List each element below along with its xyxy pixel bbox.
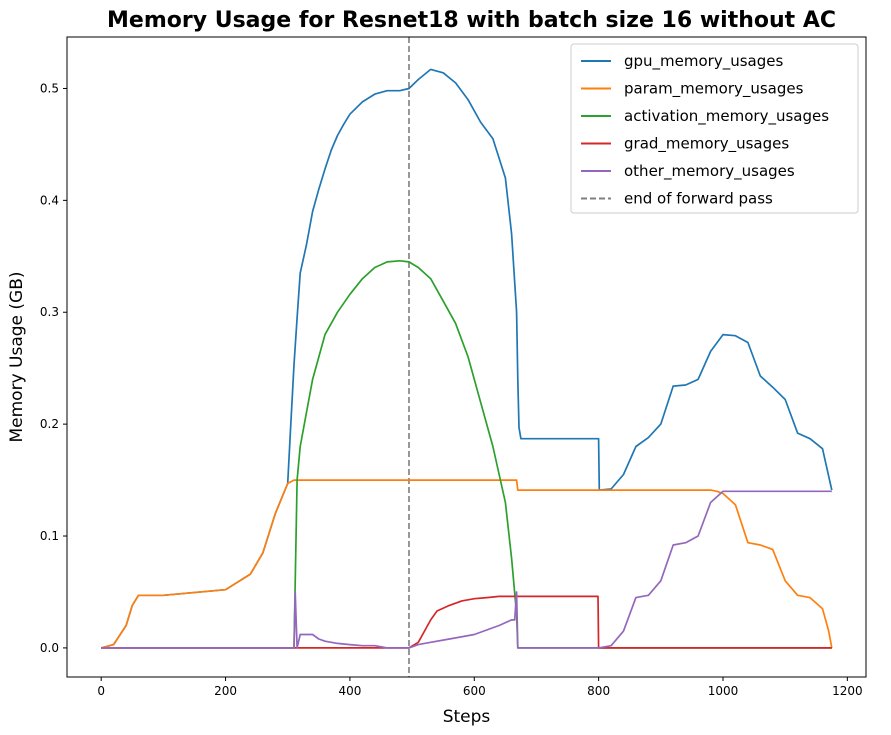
legend-label: activation_memory_usages	[624, 107, 829, 126]
x-tick-label: 800	[587, 684, 610, 698]
legend-label: gpu_memory_usages	[624, 52, 783, 71]
y-tick-label: 0.3	[40, 305, 59, 319]
legend-label: other_memory_usages	[624, 162, 795, 181]
legend-label: grad_memory_usages	[624, 135, 789, 154]
x-axis-label: Steps	[443, 707, 491, 727]
x-tick-label: 600	[463, 684, 486, 698]
y-tick-label: 0.0	[40, 641, 59, 655]
x-tick-label: 400	[338, 684, 361, 698]
series-line-grad_memory_usages	[101, 595, 832, 649]
legend-box	[570, 43, 859, 214]
series-line-gpu_memory_usages	[100, 68, 833, 649]
x-tick-label: 0	[97, 684, 105, 698]
chart-title: Memory Usage for Resnet18 with batch siz…	[107, 8, 836, 33]
x-tick-label: 200	[214, 684, 237, 698]
y-tick-label: 0.2	[40, 417, 59, 431]
x-tick-label: 1000	[708, 684, 739, 698]
legend: gpu_memory_usages param_memory_usagesacti…	[570, 43, 859, 214]
plot-area	[100, 37, 833, 677]
y-tick-label: 0.1	[40, 529, 59, 543]
x-tick-label: 1200	[832, 684, 863, 698]
axis-ticks: 0 200 400 600 800 1000 1200 0.0 0.1 0.2 0.3 0.4 0.5	[40, 81, 863, 698]
y-tick-label: 0.5	[40, 81, 59, 95]
y-tick-label: 0.4	[40, 193, 59, 207]
series-line-activation_memory_usages	[101, 259, 832, 649]
series-line-other_memory_usages	[101, 490, 832, 649]
legend-label: param_memory_usages	[624, 80, 804, 99]
y-axis-label: Memory Usage (GB)	[7, 271, 27, 442]
series-line-param_memory_usages	[100, 479, 833, 649]
axes-frame	[66, 36, 867, 678]
legend-label: end of forward pass	[624, 190, 773, 208]
